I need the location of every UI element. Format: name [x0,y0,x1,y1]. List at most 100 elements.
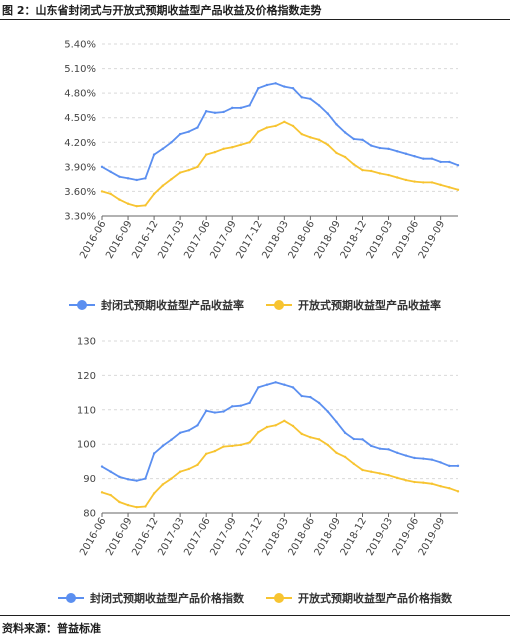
price-index-chart: 80901001101201302016-062016-092016-12201… [77,337,460,558]
y-tick-label: 3.30% [64,212,96,223]
data-point [161,444,164,448]
data-point [170,438,173,441]
y-tick-label: 120 [77,371,96,382]
data-point [265,83,269,87]
data-point [378,146,382,150]
data-point [300,132,303,136]
data-point [352,163,356,166]
data-point [309,136,312,139]
data-point [265,425,269,429]
data-point [283,419,286,423]
data-point [300,432,303,436]
data-point [100,165,104,169]
data-point [413,180,416,183]
data-point [170,177,173,181]
data-point [448,464,451,468]
data-point [231,146,234,149]
data-point [222,147,225,151]
yield-legend: 封闭式预期收益型产品收益率 开放式预期收益型产品收益率 [0,297,510,313]
data-point [352,437,356,441]
data-point [448,487,451,490]
y-tick-label: 110 [77,405,96,416]
legend-symbol-open [266,593,292,603]
legend-label: 封闭式预期收益型产品价格指数 [90,592,244,605]
data-point [291,424,295,428]
data-point [413,155,416,158]
data-point [456,188,460,191]
data-point [439,484,442,488]
data-point [300,394,303,398]
data-point [274,424,277,427]
data-point [126,503,130,507]
y-tick-label: 90 [83,474,96,485]
data-point [126,478,130,481]
legend-item-closed-index[interactable]: 封闭式预期收益型产品价格指数 [58,590,244,606]
y-tick-label: 80 [83,509,96,520]
data-point [135,505,138,509]
data-point [100,190,104,193]
data-point [213,111,217,115]
data-point [326,410,329,413]
data-point [343,431,347,435]
data-point [378,472,382,475]
legend-item-closed-yield[interactable]: 封闭式预期收益型产品收益率 [69,297,244,313]
data-point [196,165,199,169]
y-tick-label: 100 [77,440,96,451]
data-point [178,171,182,174]
data-point [126,177,130,180]
data-point [430,157,434,160]
data-point [283,120,286,124]
legend-item-open-yield[interactable]: 开放式预期收益型产品收益率 [266,297,441,313]
data-point [170,141,173,144]
data-point [109,493,112,497]
data-point [283,383,286,386]
top-rule [0,19,510,20]
data-point [335,420,338,424]
legend-symbol-closed [58,593,84,603]
data-point [422,181,425,184]
data-point [361,438,364,441]
data-point [187,168,191,172]
data-point [404,479,408,482]
y-tick-label: 3.90% [64,162,96,173]
data-point [118,175,121,178]
data-point [213,150,217,154]
y-tick-label: 130 [77,337,96,348]
y-tick-label: 4.20% [64,138,96,149]
data-point [361,468,364,472]
data-point [378,172,382,175]
data-point [248,441,251,444]
data-point [439,183,442,187]
data-point [144,505,147,508]
data-point [135,204,138,208]
data-point [352,462,356,466]
bottom-rule [0,615,510,616]
data-point [343,155,347,159]
data-point [396,476,399,480]
source-note: 资料来源：普益标准 [2,622,101,635]
data-point [100,465,104,468]
series-line-closed [101,82,459,181]
data-point [326,143,329,146]
data-point [309,395,312,399]
legend-item-open-index[interactable]: 开放式预期收益型产品价格指数 [266,590,452,606]
data-point [257,386,260,389]
data-point [274,124,277,128]
data-point [109,170,112,173]
data-point [135,178,138,182]
legend-label: 开放式预期收益型产品价格指数 [298,592,452,605]
data-point [404,152,408,155]
data-point [152,153,156,156]
data-point [152,492,156,495]
data-point [213,449,217,453]
legend-label: 封闭式预期收益型产品收益率 [101,299,244,312]
data-point [291,87,295,90]
data-point [413,456,416,460]
data-point [456,464,460,468]
data-point [396,451,399,454]
data-point [100,491,104,494]
data-point [335,451,338,454]
data-point [430,458,434,461]
data-point [430,181,434,184]
data-point [231,106,234,110]
